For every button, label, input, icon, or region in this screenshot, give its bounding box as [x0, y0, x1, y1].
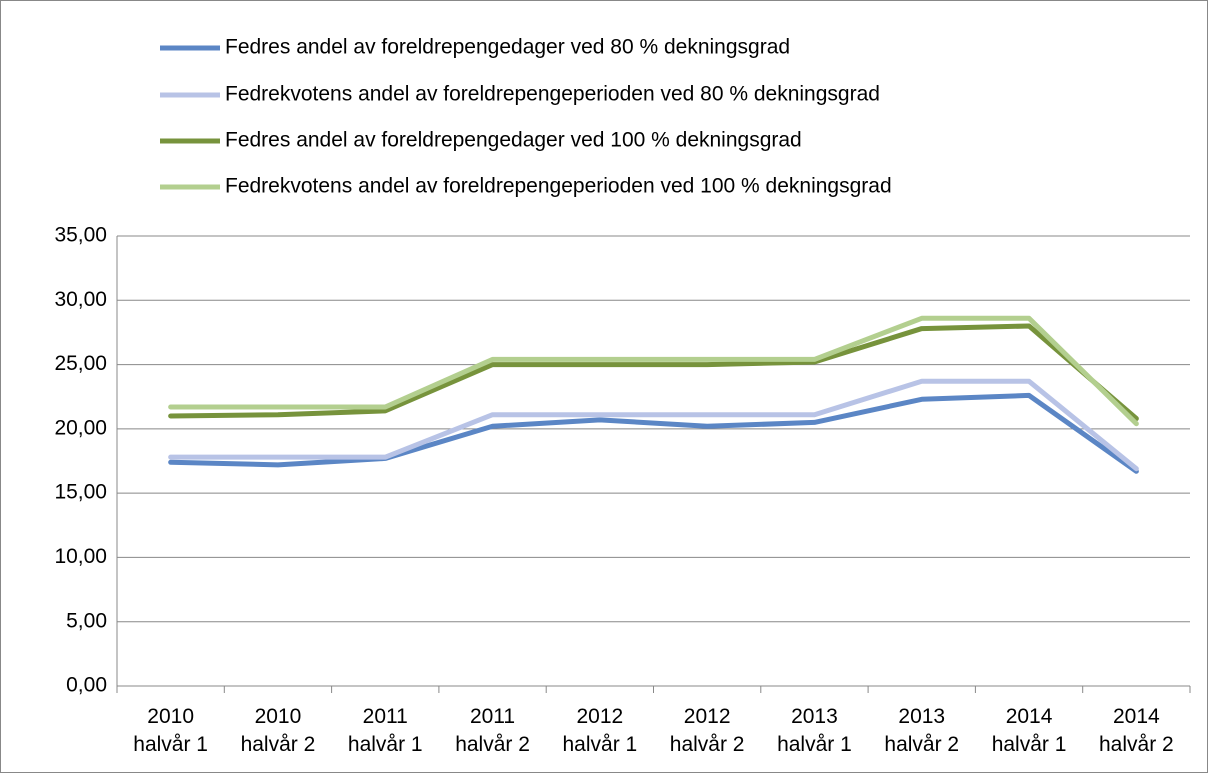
- x-tick-label: 2014 halvår 2: [1098, 705, 1174, 756]
- series-line: [168, 378, 1139, 472]
- series-line: [168, 392, 1139, 474]
- x-tick-label: 2014 halvår 1: [991, 705, 1067, 756]
- y-tick-label: 25,00: [54, 352, 107, 375]
- y-tick-label: 10,00: [54, 545, 107, 568]
- y-tick-label: 0,00: [66, 674, 107, 697]
- y-tick-label: 30,00: [54, 288, 107, 311]
- y-tick-label: 35,00: [54, 224, 107, 247]
- legend-label: Fedres andel av foreldrepengedager ved 1…: [225, 129, 802, 152]
- x-tick-label: 2010 halvår 2: [240, 705, 316, 756]
- x-tick-label: 2012 halvår 1: [562, 705, 638, 756]
- y-tick-label: 15,00: [54, 481, 107, 504]
- x-tick-label: 2010 halvår 1: [133, 705, 208, 756]
- legend-label: Fedres andel av foreldrepengedager ved 8…: [225, 36, 790, 59]
- x-tick-label: 2013 halvår 2: [884, 705, 960, 756]
- x-tick-label: 2012 halvår 2: [669, 705, 745, 756]
- x-tick-label: 2011 halvår 2: [455, 705, 530, 756]
- x-tick-label: 2013 halvår 1: [777, 705, 852, 756]
- y-tick-label: 5,00: [66, 609, 107, 632]
- series-line: [168, 323, 1139, 422]
- legend-label: Fedrekvotens andel av foreldrepengeperio…: [225, 175, 892, 198]
- legend-label: Fedrekvotens andel av foreldrepengeperio…: [225, 83, 880, 106]
- y-tick-label: 20,00: [54, 416, 107, 439]
- series-line: [168, 315, 1139, 427]
- x-tick-label: 2011 halvår 1: [347, 705, 423, 756]
